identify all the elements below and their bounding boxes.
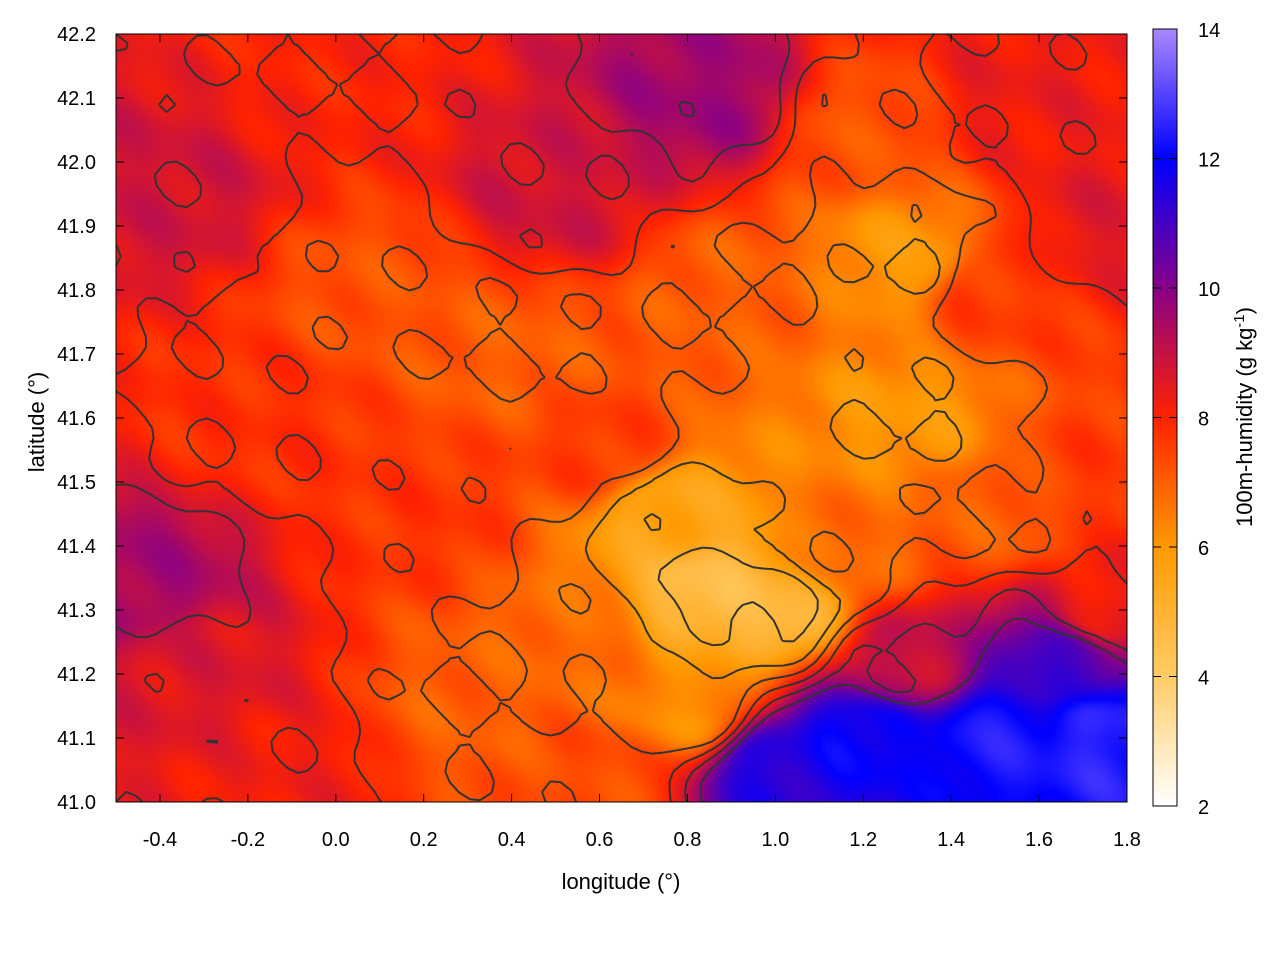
- colorbar-label-end: ): [1232, 307, 1257, 314]
- colorbar-tick-label: 14: [1198, 20, 1220, 42]
- y-tick-label: 41.2: [57, 664, 96, 686]
- contour-line: [304, 88, 1052, 802]
- contour-lines: [116, 34, 1127, 802]
- x-tick-label: 0.2: [410, 829, 438, 851]
- colorbar-tick-label: 12: [1198, 150, 1220, 172]
- y-tick-label: 42.1: [57, 88, 96, 110]
- colorbar-tick-label: 2: [1198, 797, 1209, 819]
- colorbar-label-sup: -1: [1231, 314, 1248, 327]
- x-tick-label: 0.0: [322, 829, 350, 851]
- x-tick-label: 0.4: [498, 829, 526, 851]
- x-tick-label: -0.4: [143, 829, 177, 851]
- y-tick-label: 41.4: [57, 536, 96, 558]
- plot-area: [116, 34, 1127, 802]
- y-tick-label: 42.2: [57, 24, 96, 46]
- y-tick-label: 41.7: [57, 344, 96, 366]
- contour-line: [657, 546, 819, 647]
- y-tick-label: 41.5: [57, 472, 96, 494]
- colorbar-tick-label: 10: [1198, 279, 1220, 301]
- x-tick-label: 1.6: [1025, 829, 1053, 851]
- y-axis-label: latitude (°): [24, 372, 49, 473]
- heatmap: [116, 34, 1127, 802]
- y-tick-label: 41.8: [57, 280, 96, 302]
- x-tick-label: 1.4: [937, 829, 965, 851]
- colorbar-tick-label: 6: [1198, 538, 1209, 560]
- colorbar-label: 100m-humidity (g kg-1): [1231, 307, 1257, 527]
- x-tick-label: 0.8: [674, 829, 702, 851]
- colorbar-label-main: 100m-humidity (g kg: [1232, 328, 1257, 527]
- x-tick-label: 1.2: [849, 829, 877, 851]
- x-axis: -0.4 -0.2 0.0 0.2 0.4 0.6 0.8 1.0 1.2 1.4 1.6 1.8: [143, 34, 1141, 851]
- colorbar-ticks: 2 4 6 8 10 12 14: [1153, 20, 1220, 819]
- x-axis-label: longitude (°): [562, 869, 681, 894]
- contour-line: [116, 34, 1127, 802]
- colorbar-tick-label: 4: [1198, 668, 1209, 690]
- y-tick-label: 41.3: [57, 600, 96, 622]
- y-axis: 41.0 41.1 41.2 41.3 41.4 41.5 41.6 41.7 41.8 41.9…: [57, 24, 1127, 814]
- y-tick-label: 41.6: [57, 408, 96, 430]
- contour-line: [678, 100, 1127, 802]
- x-tick-label: -0.2: [231, 829, 265, 851]
- y-tick-label: 41.9: [57, 216, 96, 238]
- y-tick-label: 41.0: [57, 792, 96, 814]
- contour-line: [116, 34, 1127, 802]
- colorbar-tick-label: 8: [1198, 409, 1209, 431]
- contour-line: [584, 203, 963, 680]
- x-tick-label: 0.6: [586, 829, 614, 851]
- colorbar: 2 4 6 8 10 12 14 100m-humidity (g kg-1): [1152, 20, 1257, 819]
- x-tick-label: 1.0: [761, 829, 789, 851]
- y-tick-label: 41.1: [57, 728, 96, 750]
- y-tick-label: 42.0: [57, 152, 96, 174]
- x-tick-label: 1.8: [1113, 829, 1141, 851]
